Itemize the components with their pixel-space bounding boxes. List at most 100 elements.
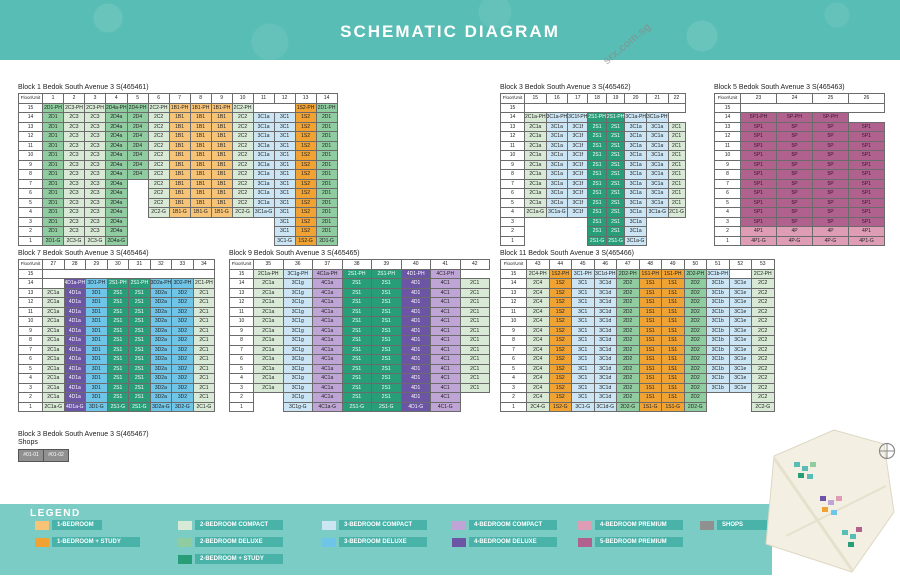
unit-cell: 3C1d xyxy=(593,344,617,355)
unit-cell: 1S2 xyxy=(548,335,572,346)
floor-cell: 13 xyxy=(714,121,741,132)
floor-cell: 9 xyxy=(18,325,43,336)
unit-col-header: 31 xyxy=(128,259,151,270)
unit-cell: 2C2 xyxy=(751,335,775,346)
unit-cell: 2C2 xyxy=(231,150,254,161)
unit-cell: 2C1a xyxy=(42,373,65,384)
unit-cell: 2S1 xyxy=(371,392,402,403)
unit-cell: 2S1 xyxy=(106,325,130,336)
legend-label: 4-BEDROOM COMPACT xyxy=(469,520,557,530)
unit-cell: 2S1 xyxy=(605,140,626,151)
unit-cell: 1S1-G xyxy=(661,401,685,412)
unit-cell: 2S1 xyxy=(128,382,151,393)
floor-cell: 1 xyxy=(18,235,43,246)
legend-swatch xyxy=(578,537,592,547)
block-7: Block 7 Bedok South Avenue 3 S(465464) Fl… xyxy=(18,250,216,412)
unit-cell: 4D1a-G xyxy=(63,401,87,412)
unit-cell: 4D1 xyxy=(400,316,431,327)
floor-cell: 4 xyxy=(18,373,43,384)
unit-cell: 1S1-G xyxy=(638,401,662,412)
unit-cell: 3C1e xyxy=(728,382,752,393)
unit-cell: 3D2a xyxy=(149,297,173,308)
unit-cell: 4D1a xyxy=(63,354,87,365)
unit-cell: 4D1 xyxy=(400,354,431,365)
unit-cell: 5P1 xyxy=(740,121,777,132)
empty-cell xyxy=(546,227,568,237)
unit-cell: 2C2-G xyxy=(231,207,254,218)
unit-cell: 3C1a xyxy=(645,169,669,180)
unit-cell: 2C1a xyxy=(42,392,65,403)
unit-cell: 2C3 xyxy=(63,216,85,227)
floor-cell: 8 xyxy=(500,335,527,346)
legend-label: 4-BEDROOM PREMIUM xyxy=(595,520,683,530)
unit-cell: 3C1a-G xyxy=(624,235,647,246)
unit-cell: 5P xyxy=(812,131,849,142)
unit-cell: 1B1 xyxy=(210,140,233,151)
unit-cell: 3D1 xyxy=(85,297,108,308)
unit-cell: 4D1 xyxy=(400,392,431,403)
unit-cell: 2S1 xyxy=(106,392,130,403)
block-1-title: Block 1 Bedok South Avenue 3 S(465461) xyxy=(18,84,149,91)
floor-cell: 2 xyxy=(229,392,254,403)
unit-cell: 2D1 xyxy=(42,197,64,208)
unit-cell: 2C3 xyxy=(63,197,85,208)
unit-cell: 3C1a xyxy=(624,226,647,237)
unit-cell: 2S1 xyxy=(605,159,626,170)
unit-cell: 2C1 xyxy=(459,325,490,336)
unit-cell: 2D1 xyxy=(42,188,64,199)
unit-cell: 2C1a xyxy=(42,316,65,327)
unit-cell: 2S1 xyxy=(587,178,607,189)
unit-cell: 2C1 xyxy=(192,392,216,403)
unit-cell: 2C1 xyxy=(667,178,686,189)
empty-cell xyxy=(127,179,148,189)
unit-cell: 3C1f xyxy=(567,188,589,199)
unit-cell: 5P xyxy=(776,140,813,151)
unit-cell: 1S1 xyxy=(638,316,662,327)
unit-cell: 2C3 xyxy=(63,121,85,132)
unit-cell: 3C1f xyxy=(567,207,589,218)
unit-cell: 3D2a xyxy=(149,325,173,336)
unit-col-header: 5 xyxy=(126,93,149,104)
floor-cell: 13 xyxy=(500,287,527,298)
unit-cell: 2S1-G xyxy=(106,401,130,412)
floor-cell: 12 xyxy=(714,131,741,142)
legend-item: 5-BEDROOM PREMIUM xyxy=(578,537,683,547)
unit-col-header: 9 xyxy=(210,93,233,104)
unit-cell: 2D1 xyxy=(42,150,64,161)
empty-cell xyxy=(148,227,169,237)
unit-cell: 3C1a xyxy=(624,178,647,189)
unit-cell: 3D1-G xyxy=(85,401,108,412)
unit-cell: 2C1a xyxy=(42,297,65,308)
unit-cell: 4C1 xyxy=(430,278,461,289)
unit-cell: 5P1 xyxy=(740,169,777,180)
unit-cell: 2D4a xyxy=(105,178,128,189)
unit-cell: 2C1 xyxy=(459,354,490,365)
unit-cell: 2C1a xyxy=(253,325,284,336)
empty-cell xyxy=(148,217,169,227)
unit-cell: 3C1 xyxy=(571,354,595,365)
floor-cell: 3 xyxy=(714,216,741,227)
unit-cell: 1B1-G xyxy=(189,207,212,218)
unit-cell: 3C1a xyxy=(624,121,647,132)
unit-cell: 2C1 xyxy=(667,197,686,208)
unit-cell: 2C1 xyxy=(667,150,686,161)
unit-cell: 2S1 xyxy=(587,226,607,237)
unit-cell: 2S1 xyxy=(605,226,626,237)
unit-cell: 2D4 xyxy=(126,112,149,123)
unit-cell: 3C1 xyxy=(273,131,296,142)
unit-cell: 1B1-PH xyxy=(168,102,191,113)
empty-cell xyxy=(646,217,668,227)
unit-cell: 2C3 xyxy=(63,226,85,237)
floor-cell: 14 xyxy=(18,278,43,289)
unit-cell: 2S1 xyxy=(106,354,130,365)
legend-swatch xyxy=(322,520,336,530)
unit-cell: 2C3 xyxy=(84,150,106,161)
unit-cell: 5P xyxy=(776,159,813,170)
unit-cell: 3C1g xyxy=(282,344,313,355)
unit-cell: 4D1a xyxy=(63,287,87,298)
block-9-table: Floor/Unit 35 36 37 38 39 40 41 42 15 2C1a-PH 3C1g-… xyxy=(229,259,490,412)
unit-cell: 5P1-PH xyxy=(740,112,777,123)
unit-cell: 3C1b-PH xyxy=(706,268,730,279)
unit-cell: 2D4a-PH xyxy=(105,102,128,113)
unit-cell: 1B1 xyxy=(168,140,191,151)
